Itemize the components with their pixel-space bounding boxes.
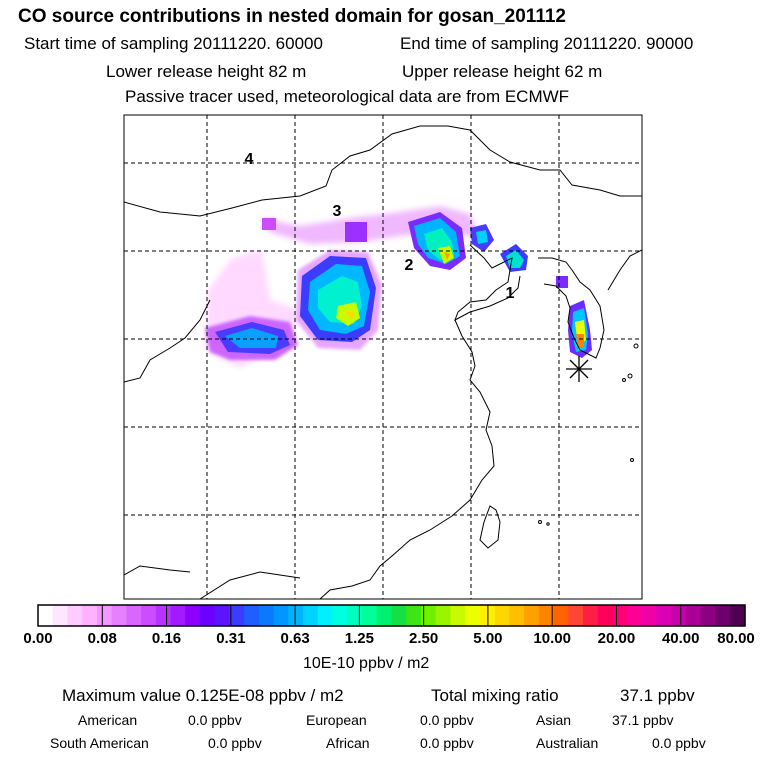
colorbar-tick-label: 5.00 bbox=[473, 630, 503, 647]
region-value-asian: 37.1 ppbv bbox=[612, 712, 674, 728]
map-frame bbox=[123, 114, 643, 600]
colorbar-swatch bbox=[450, 605, 466, 626]
map-label-3: 3 bbox=[333, 203, 342, 220]
colorbar-unit: 10E-10 ppbv / m2 bbox=[303, 655, 430, 672]
region-value-european: 0.0 ppbv bbox=[420, 712, 474, 728]
colorbar-swatch bbox=[376, 605, 393, 626]
map-label-1: 1 bbox=[506, 285, 515, 302]
colorbar-tick-label: 40.00 bbox=[661, 630, 700, 647]
colorbar-swatch bbox=[332, 605, 348, 626]
colorbar-swatch bbox=[391, 605, 407, 626]
colorbar-tick-label: 0.16 bbox=[151, 630, 182, 647]
colorbar-swatch bbox=[96, 605, 113, 626]
colorbar-swatch bbox=[465, 605, 481, 626]
colorbar-swatch bbox=[126, 605, 142, 626]
colorbar-swatch bbox=[229, 605, 245, 626]
map-label-4: 4 bbox=[245, 151, 254, 168]
colorbar-swatch bbox=[553, 605, 569, 626]
colorbar-swatch bbox=[258, 605, 275, 626]
region-name-asian: Asian bbox=[536, 712, 572, 728]
region-value-african: 0.0 ppbv bbox=[420, 735, 474, 751]
chart-title: CO source contributions in nested domain… bbox=[18, 6, 566, 27]
colorbar-tick-label: 0.63 bbox=[280, 630, 310, 647]
coastlines bbox=[124, 125, 642, 599]
colorbar-swatch bbox=[67, 605, 83, 626]
tracer-note: Passive tracer used, meteorological data… bbox=[125, 87, 570, 106]
colorbar-tick-label: 80.00 bbox=[717, 630, 755, 647]
colorbar-swatch bbox=[524, 605, 540, 626]
colorbar-swatch bbox=[656, 605, 672, 626]
colorbar-swatch bbox=[406, 605, 422, 626]
total-mixing-value: 37.1 ppbv bbox=[620, 686, 695, 705]
upper-release-height: Upper release height 62 m bbox=[402, 62, 603, 81]
gridlines bbox=[124, 115, 642, 599]
colorbar-swatch bbox=[568, 605, 584, 626]
map-label-2: 2 bbox=[405, 257, 414, 274]
colorbar-swatch bbox=[597, 605, 614, 626]
colorbar-swatch bbox=[435, 605, 452, 626]
colorbar-swatch bbox=[214, 605, 231, 626]
colorbar-swatch bbox=[612, 605, 628, 626]
colorbar-tick-label: 0.31 bbox=[216, 630, 246, 647]
colorbar-swatch bbox=[494, 605, 510, 626]
plume-shanxi bbox=[296, 250, 382, 350]
colorbar-tick-label: 0.00 bbox=[23, 630, 53, 647]
region-name-african: African bbox=[326, 735, 370, 751]
colorbar-tick-label: 10.00 bbox=[533, 630, 571, 647]
colorbar-swatch bbox=[244, 605, 260, 626]
colorbar-swatch bbox=[288, 605, 304, 626]
colorbar-swatch bbox=[582, 605, 599, 626]
colorbar-swatch bbox=[420, 605, 437, 626]
total-mixing-label: Total mixing ratio bbox=[431, 686, 559, 705]
region-value-south-american: 0.0 ppbv bbox=[208, 735, 262, 751]
colorbar-swatch bbox=[317, 605, 334, 626]
colorbar-swatch bbox=[273, 605, 289, 626]
colorbar-swatch bbox=[82, 605, 98, 626]
colorbar-swatch bbox=[686, 605, 702, 626]
colorbar-swatch bbox=[185, 605, 201, 626]
colorbar-swatch bbox=[730, 605, 746, 626]
colorbar-swatch bbox=[141, 605, 157, 626]
max-value: Maximum value 0.125E-08 ppbv / m2 bbox=[62, 686, 344, 705]
colorbar-tick-label: 20.00 bbox=[597, 630, 636, 647]
colorbar-swatch bbox=[509, 605, 525, 626]
colorbar-swatch bbox=[52, 605, 69, 626]
colorbar-swatch bbox=[538, 605, 555, 626]
plume-northwest bbox=[205, 250, 300, 368]
region-name-south-american: South American bbox=[50, 735, 149, 751]
start-time: Start time of sampling 20111220. 60000 bbox=[24, 34, 323, 53]
colorbar-swatch bbox=[700, 605, 717, 626]
lower-release-height: Lower release height 82 m bbox=[106, 62, 307, 81]
map-area bbox=[124, 115, 642, 599]
plume-korea bbox=[568, 300, 592, 358]
colorbar-swatch bbox=[627, 605, 643, 626]
plume-upper-arm bbox=[262, 206, 480, 244]
receptor-marker bbox=[566, 356, 592, 382]
colorbar-swatch bbox=[111, 605, 127, 626]
region-value-australian: 0.0 ppbv bbox=[652, 735, 706, 751]
region-value-american: 0.0 ppbv bbox=[188, 712, 242, 728]
colorbar-tick-label: 1.25 bbox=[344, 630, 374, 647]
end-time: End time of sampling 20111220. 90000 bbox=[400, 34, 694, 53]
region-name-european: European bbox=[306, 712, 367, 728]
colorbar-swatch bbox=[362, 605, 378, 626]
colorbar-swatch bbox=[200, 605, 216, 626]
region-name-australian: Australian bbox=[536, 735, 599, 751]
colorbar-swatch bbox=[641, 605, 658, 626]
colorbar-swatch bbox=[38, 605, 54, 626]
colorbar-swatch bbox=[347, 605, 363, 626]
colorbar-swatch bbox=[671, 605, 687, 626]
plume-beijing bbox=[408, 212, 494, 270]
colorbar-swatch bbox=[170, 605, 186, 626]
colorbar-swatch bbox=[715, 605, 731, 626]
colorbar-frame bbox=[37, 604, 746, 627]
colorbar-tick-label: 2.50 bbox=[409, 630, 439, 647]
colorbar bbox=[37, 604, 746, 627]
colorbar-swatch bbox=[303, 605, 319, 626]
colorbar-tick-label: 0.08 bbox=[87, 630, 117, 647]
region-name-american: American bbox=[78, 712, 138, 728]
colorbar-swatch bbox=[155, 605, 172, 626]
